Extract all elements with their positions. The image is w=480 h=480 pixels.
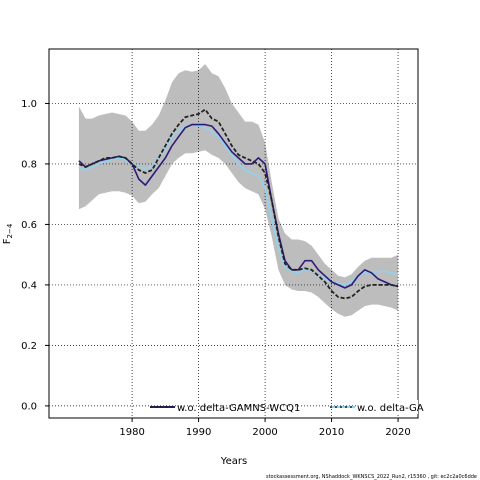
legend-label-2-backing — [356, 400, 418, 414]
y-tick-label: 1.0 — [21, 99, 37, 110]
plot-frame — [48, 48, 419, 419]
y-axis-title-subscript: 2−4 — [6, 223, 14, 238]
series-line-2 — [78, 108, 399, 300]
x-tick-label: 2010 — [319, 427, 344, 438]
y-axis-title-main: F — [2, 238, 13, 244]
series-layer — [78, 108, 399, 300]
y-tick-label: 0.6 — [21, 220, 37, 231]
series-line-1 — [78, 123, 399, 289]
y-tick-label: 0.0 — [21, 401, 37, 412]
y-tick-label: 0.2 — [21, 341, 37, 352]
legend-label-2: w.o. delta-GA — [357, 403, 424, 414]
x-tick-label: 1990 — [186, 427, 211, 438]
legend: w.o. delta-GAMNS-WCQ1 w.o. delta-GA — [150, 400, 424, 414]
y-tick-label: 0.8 — [21, 159, 37, 170]
x-axis-title: Years — [220, 456, 247, 467]
y-axis-title: F2−4 — [2, 223, 14, 244]
y-tick-label: 0.4 — [21, 280, 37, 291]
legend-label-1: w.o. delta-GAMNS-WCQ1 — [177, 403, 300, 414]
confidence-band — [78, 64, 399, 317]
x-tick-label: 2000 — [252, 427, 277, 438]
confidence-band-layer — [78, 64, 399, 317]
axis-layer: 1980 1990 2000 2010 2020 0.0 0.2 0.4 0.6 0.8 1.0 — [21, 99, 411, 438]
x-tick-label: 1980 — [119, 427, 144, 438]
footer-credit: stockassessment.org, NShaddock_WKNSCS_20… — [266, 474, 477, 480]
x-tick-label: 2020 — [385, 427, 410, 438]
